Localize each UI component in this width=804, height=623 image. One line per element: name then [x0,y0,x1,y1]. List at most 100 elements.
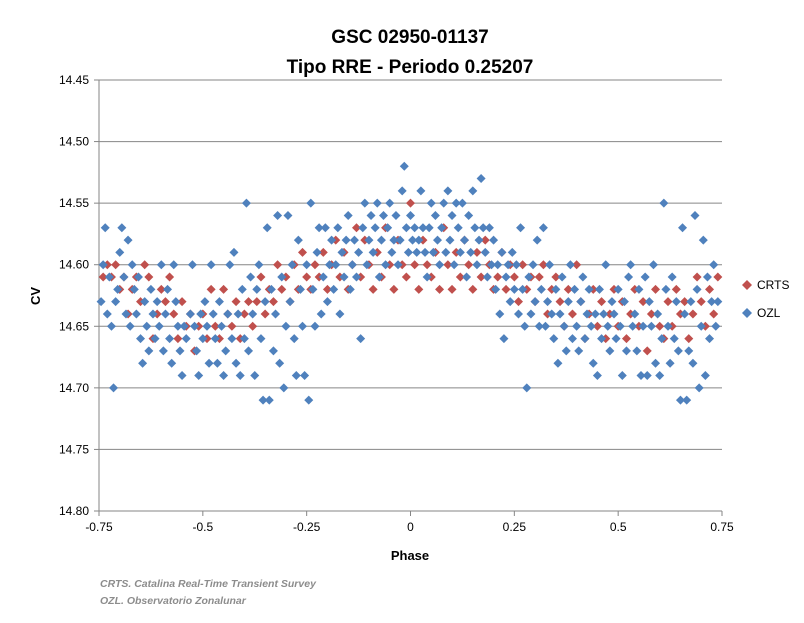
ozl-point [285,297,295,307]
ozl-point [345,284,355,294]
legend: CRTS OZL [742,278,789,320]
ozl-point [298,321,308,331]
ozl-point [424,223,434,233]
ozl-point [144,346,154,356]
ozl-point [106,321,116,331]
ozl-point [713,297,723,307]
ozl-point [435,260,445,270]
ozl-point [194,371,204,381]
ozl-point [484,223,494,233]
ozl-point [364,235,374,245]
ozl-point [150,334,160,344]
ozl-point [698,235,708,245]
ozl-point [206,260,216,270]
ozl-point [360,198,370,208]
ozl-point [437,223,447,233]
crts-point [555,297,565,307]
ozl-point [241,198,251,208]
ozl-point [590,309,600,319]
ozl-point [640,272,650,282]
ozl-point [133,272,143,282]
crts-point [298,247,308,257]
ozl-point [443,186,453,196]
y-tick-labels: 14.45 14.50 14.55 14.60 14.65 14.70 14.75 14.80 [59,73,89,518]
y-tick-label: 14.70 [59,381,89,395]
ozl-point [399,161,409,171]
axes [94,79,723,516]
ozl-point [530,297,540,307]
ozl-point [401,223,411,233]
x-tick-label: -0.75 [85,520,113,534]
ozl-point [611,334,621,344]
ozl-point [271,309,281,319]
ozl-point [455,247,465,257]
crts-point [684,334,694,344]
ozl-point [138,358,148,368]
ozl-point [634,284,644,294]
crts-point [435,284,445,294]
ozl-point [115,247,125,257]
ozl-point [246,272,256,282]
ozl-point [486,260,496,270]
ozl-point [520,321,530,331]
ozl-point [565,260,575,270]
crts-point [227,321,237,331]
ozl-point [671,297,681,307]
crts-point [538,260,548,270]
ozl-point [615,321,625,331]
ozl-point [453,223,463,233]
crts-point [406,198,415,208]
ozl-point [545,260,555,270]
ozl-point [694,383,704,393]
crts-point [422,260,432,270]
ozl-point [196,309,206,319]
ozl-point [705,334,715,344]
crts-point [513,297,523,307]
ozl-point [480,247,490,257]
ozl-point [376,235,386,245]
crts-point [165,272,175,282]
ozl-point [185,309,195,319]
ozl-point [457,198,467,208]
ozl-point [187,260,197,270]
crts-point [389,284,399,294]
crts-point [277,284,287,294]
ozl-point [420,247,430,257]
crts-point [688,309,698,319]
ozl-point [231,358,241,368]
crts-point [455,272,465,282]
ozl-point [563,297,573,307]
ozl-point [617,371,627,381]
crts-point [111,260,121,270]
ozl-point [659,198,669,208]
ozl-point [657,334,667,344]
ozl-point [318,272,328,282]
ozl-point [314,223,324,233]
ozl-point [648,260,658,270]
ozl-point [235,371,245,381]
ozl-point [121,309,131,319]
ozl-point [223,309,233,319]
ozl-point [175,346,185,356]
crts-point [302,272,312,282]
ozl-point [532,235,542,245]
ozl-point [707,297,717,307]
ozl-point [202,321,212,331]
crts-point [310,260,320,270]
ozl-point [497,247,507,257]
x-tick-label: 0 [407,520,414,534]
ozl-point [146,284,156,294]
ozl-point [212,358,222,368]
y-tick-label: 14.45 [59,73,89,87]
ozl-point [410,223,420,233]
ozl-point [557,272,567,282]
ozl-point [391,210,401,220]
crts-point [206,284,216,294]
crts-point [705,284,715,294]
legend-marker-crts [742,280,752,290]
ozl-point [524,272,534,282]
ozl-point [430,210,440,220]
crts-point [592,321,602,331]
ozl-point [636,371,646,381]
crts-point [248,321,258,331]
